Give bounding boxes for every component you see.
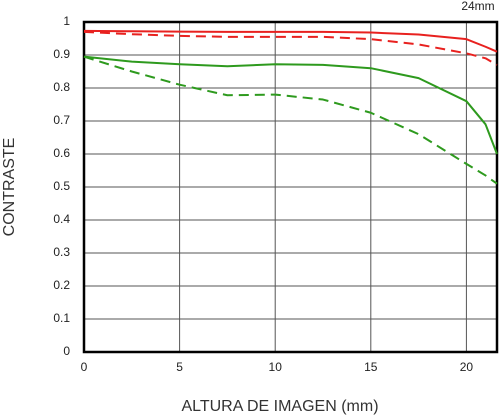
y-tick-label: 0.5	[53, 179, 70, 193]
chart-title: 24mm	[461, 0, 494, 13]
y-tick-label: 0.4	[53, 212, 70, 226]
y-tick-label: 0.1	[53, 311, 70, 325]
plot-frame	[82, 20, 499, 354]
series-line	[83, 55, 498, 185]
x-tick-label: 5	[176, 360, 183, 374]
series-line	[83, 30, 498, 66]
y-tick-label: 0	[63, 344, 70, 358]
y-tick-label: 0.9	[53, 47, 70, 61]
x-axis-title: ALTURA DE IMAGEN (mm)	[181, 398, 378, 415]
x-tick-label: 10	[269, 360, 283, 374]
x-tick-label: 15	[364, 360, 378, 374]
y-tick-label: 0.2	[53, 278, 70, 292]
series-line	[83, 29, 498, 53]
y-tick-label: 0.3	[53, 245, 70, 259]
y-axis-title: CONTRASTE	[1, 138, 18, 237]
x-tick-label: 0	[81, 360, 88, 374]
y-tick-label: 0.8	[53, 80, 70, 94]
x-tick-label: 20	[460, 360, 474, 374]
series-line	[83, 55, 498, 155]
y-tick-label: 0.7	[53, 113, 70, 127]
y-tick-label: 0.6	[53, 146, 70, 160]
y-tick-label: 1	[63, 14, 70, 28]
